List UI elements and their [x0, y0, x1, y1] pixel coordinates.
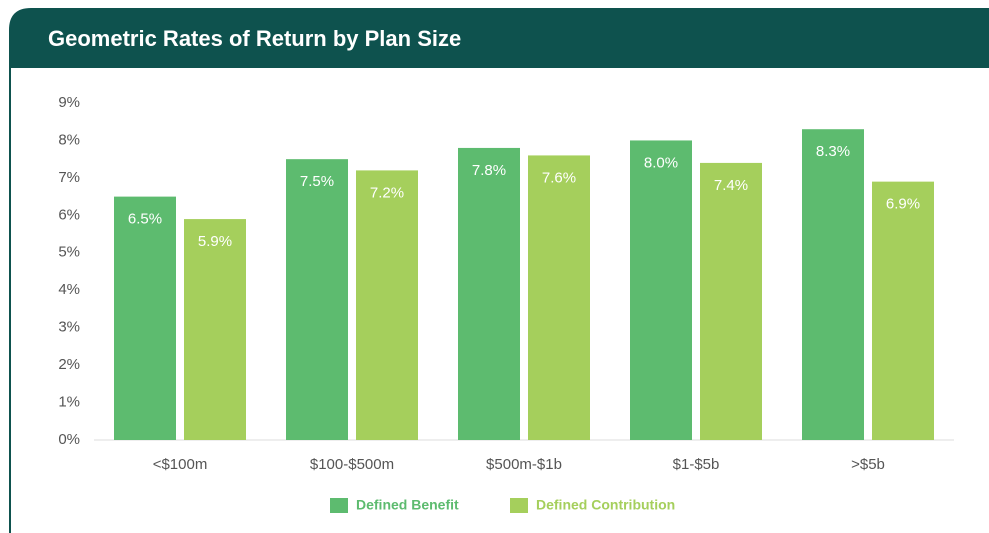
- data-label: 8.3%: [816, 143, 850, 160]
- data-label: 7.4%: [714, 177, 748, 194]
- bar: [630, 140, 692, 440]
- bar: [114, 196, 176, 440]
- y-tick-label: 5%: [58, 244, 80, 261]
- bar: [458, 147, 520, 440]
- bar: [356, 170, 418, 440]
- y-tick-label: 3%: [58, 319, 80, 336]
- bar: [184, 219, 246, 440]
- y-tick-label: 2%: [58, 356, 80, 373]
- bar: [802, 129, 864, 440]
- data-label: 5.9%: [198, 233, 232, 250]
- legend-label: Defined Benefit: [356, 497, 459, 513]
- legend-swatch: [330, 498, 348, 513]
- header-frame: [9, 8, 989, 533]
- y-tick-label: 6%: [58, 206, 80, 223]
- x-tick-label: $500m-$1b: [486, 456, 562, 473]
- x-tick-label: $1-$5b: [673, 456, 720, 473]
- x-tick-label: <$100m: [153, 456, 208, 473]
- y-tick-label: 4%: [58, 281, 80, 298]
- chart-title: Geometric Rates of Return by Plan Size: [48, 26, 461, 51]
- data-label: 8.0%: [644, 154, 678, 171]
- data-label: 7.8%: [472, 162, 506, 179]
- legend-swatch: [510, 498, 528, 513]
- y-tick-label: 8%: [58, 131, 80, 148]
- y-tick-label: 0%: [58, 431, 80, 448]
- y-tick-label: 9%: [58, 94, 80, 111]
- bar: [528, 155, 590, 440]
- x-tick-label: >$5b: [851, 456, 885, 473]
- y-tick-label: 7%: [58, 169, 80, 186]
- bar: [286, 159, 348, 440]
- x-tick-label: $100-$500m: [310, 456, 394, 473]
- y-tick-label: 1%: [58, 394, 80, 411]
- data-label: 6.5%: [128, 211, 162, 228]
- bar: [872, 181, 934, 440]
- bar: [700, 162, 762, 440]
- data-label: 6.9%: [886, 196, 920, 213]
- legend-label: Defined Contribution: [536, 497, 675, 513]
- data-label: 7.5%: [300, 173, 334, 190]
- data-label: 7.6%: [542, 169, 576, 186]
- data-label: 7.2%: [370, 184, 404, 201]
